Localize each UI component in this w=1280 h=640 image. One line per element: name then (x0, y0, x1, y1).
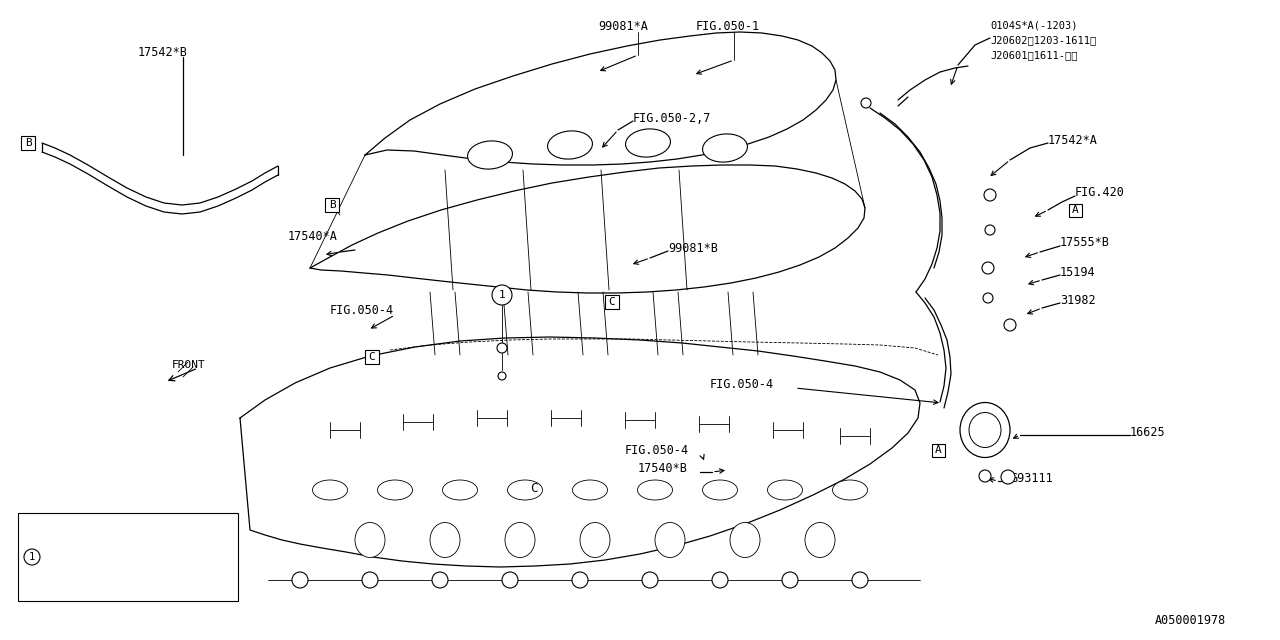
Circle shape (861, 98, 870, 108)
Text: 99081*B: 99081*B (668, 241, 718, 255)
Circle shape (24, 549, 40, 565)
Circle shape (497, 343, 507, 353)
Ellipse shape (507, 480, 543, 500)
Ellipse shape (312, 480, 347, 500)
Text: C: C (369, 352, 375, 362)
Text: 17542*A: 17542*A (1048, 134, 1098, 147)
Ellipse shape (626, 129, 671, 157)
Ellipse shape (768, 480, 803, 500)
Text: J20601　1611-　、: J20601 1611- 、 (989, 50, 1078, 60)
Circle shape (292, 572, 308, 588)
Ellipse shape (443, 480, 477, 500)
Ellipse shape (355, 522, 385, 557)
Text: 1: 1 (499, 290, 506, 300)
Text: 16625: 16625 (1130, 426, 1166, 438)
Circle shape (572, 572, 588, 588)
Circle shape (983, 293, 993, 303)
Bar (932, 444, 945, 456)
Ellipse shape (580, 522, 611, 557)
Text: FRONT: FRONT (172, 360, 206, 370)
Text: A: A (1071, 205, 1078, 215)
Circle shape (982, 262, 995, 274)
Text: 17555*B: 17555*B (1060, 237, 1110, 250)
Text: 17542*B: 17542*B (138, 45, 188, 58)
Circle shape (712, 572, 728, 588)
Text: FIG.420: FIG.420 (1075, 186, 1125, 200)
Text: FIG.050-4: FIG.050-4 (710, 378, 774, 390)
Text: 0104S*A(-1203): 0104S*A(-1203) (989, 20, 1078, 30)
Ellipse shape (572, 480, 608, 500)
Circle shape (1001, 470, 1015, 484)
Circle shape (433, 572, 448, 588)
Bar (365, 350, 379, 364)
Circle shape (362, 572, 378, 588)
Text: J20602　1203-1611、: J20602 1203-1611、 (989, 35, 1096, 45)
Text: 15194: 15194 (1060, 266, 1096, 278)
Circle shape (498, 372, 506, 380)
Text: A050001978: A050001978 (1155, 614, 1226, 627)
Text: G93111: G93111 (1010, 472, 1052, 484)
Ellipse shape (467, 141, 512, 169)
Text: A: A (934, 445, 941, 455)
Text: 17540*A: 17540*A (288, 230, 338, 243)
Bar (1069, 204, 1082, 216)
Ellipse shape (378, 480, 412, 500)
Circle shape (979, 470, 991, 482)
Ellipse shape (832, 480, 868, 500)
Ellipse shape (430, 522, 460, 557)
Text: 17540*B: 17540*B (637, 461, 687, 474)
Bar (325, 198, 339, 212)
Text: C: C (608, 297, 616, 307)
Ellipse shape (703, 134, 748, 162)
Ellipse shape (960, 403, 1010, 458)
Ellipse shape (655, 522, 685, 557)
Circle shape (984, 189, 996, 201)
Circle shape (852, 572, 868, 588)
Circle shape (502, 572, 518, 588)
Circle shape (1004, 319, 1016, 331)
Ellipse shape (805, 522, 835, 557)
Text: J20601(1605-): J20601(1605-) (50, 581, 132, 591)
Ellipse shape (703, 480, 737, 500)
Text: FIG.050-2,7: FIG.050-2,7 (634, 111, 712, 125)
Ellipse shape (730, 522, 760, 557)
Ellipse shape (548, 131, 593, 159)
Circle shape (986, 225, 995, 235)
Circle shape (782, 572, 797, 588)
Bar (605, 295, 620, 309)
Bar (18, 513, 238, 601)
Circle shape (643, 572, 658, 588)
Text: 0104S*A(-1203): 0104S*A(-1203) (50, 523, 137, 532)
Text: FIG.050-4: FIG.050-4 (330, 303, 394, 317)
Ellipse shape (637, 480, 672, 500)
Circle shape (492, 285, 512, 305)
Ellipse shape (969, 413, 1001, 447)
Text: FIG.050-1: FIG.050-1 (696, 20, 760, 33)
Text: 99081*A: 99081*A (598, 20, 648, 33)
Text: C: C (530, 481, 538, 495)
Text: 31982: 31982 (1060, 294, 1096, 307)
Text: FIG.050-4: FIG.050-4 (625, 444, 689, 456)
Ellipse shape (506, 522, 535, 557)
Text: B: B (329, 200, 335, 210)
Text: J20602(1203-1605): J20602(1203-1605) (50, 552, 156, 562)
Text: 1: 1 (29, 552, 35, 562)
Bar (20, 136, 35, 150)
Text: B: B (24, 138, 32, 148)
